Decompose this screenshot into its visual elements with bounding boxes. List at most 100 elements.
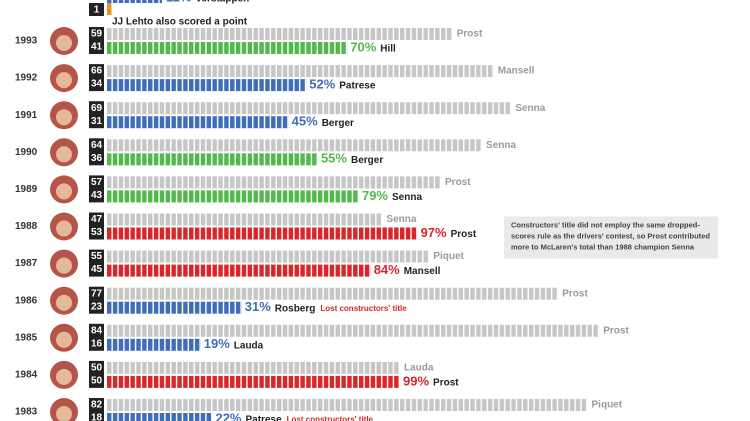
portrait-face bbox=[56, 72, 72, 89]
pct-label: 45% bbox=[292, 114, 318, 129]
driver-name: Senna bbox=[392, 192, 422, 203]
fragment-pct: 11% bbox=[166, 0, 192, 4]
top-bar bbox=[107, 139, 483, 152]
number-box bbox=[89, 323, 104, 351]
number-box bbox=[89, 101, 104, 129]
annotation: more to McLaren's total than 1988 champi… bbox=[511, 242, 695, 251]
top-value: 77 bbox=[91, 288, 103, 299]
top-value: 47 bbox=[91, 214, 103, 225]
note: Lost constructors' title bbox=[287, 415, 374, 421]
bottom-value: 31 bbox=[91, 116, 103, 127]
top-bar bbox=[107, 102, 512, 115]
driver-name: Rosberg bbox=[275, 303, 316, 314]
top-name: Lauda bbox=[404, 363, 434, 374]
portrait-face bbox=[56, 331, 72, 348]
top-bar bbox=[107, 287, 559, 300]
bottom-value: 43 bbox=[91, 190, 103, 201]
top-name: Prost bbox=[445, 177, 471, 188]
pct-label: 22% bbox=[215, 410, 241, 421]
annotation: Constructors' title did not employ the s… bbox=[511, 220, 700, 229]
number-box bbox=[89, 249, 104, 277]
year: 1984 bbox=[15, 370, 38, 381]
driver-name: Prost bbox=[433, 378, 459, 389]
number-box bbox=[89, 286, 104, 314]
fragment-label: JJ Lehto also scored a point bbox=[112, 17, 248, 28]
number-box bbox=[89, 138, 104, 166]
bottom-value: 34 bbox=[91, 79, 103, 90]
bottom-bar bbox=[107, 190, 359, 203]
fragment-bar bbox=[107, 0, 162, 3]
top-name: Mansell bbox=[498, 66, 535, 77]
portrait-face bbox=[56, 220, 72, 237]
top-bar bbox=[107, 213, 383, 226]
portrait-face bbox=[56, 257, 72, 274]
number-box bbox=[89, 398, 104, 421]
bottom-value: 45 bbox=[91, 264, 103, 275]
year: 1987 bbox=[15, 258, 38, 269]
number-box bbox=[89, 175, 104, 203]
pct-label: 55% bbox=[321, 151, 347, 166]
portrait-face bbox=[56, 146, 72, 163]
top-value: 84 bbox=[91, 325, 103, 336]
bottom-value: 18 bbox=[91, 413, 103, 421]
number-box bbox=[89, 3, 104, 16]
top-bar bbox=[107, 28, 453, 40]
driver-name: Patrese bbox=[246, 415, 283, 421]
top-name: Piquet bbox=[592, 400, 623, 411]
bottom-bar bbox=[107, 227, 418, 240]
top-value: 55 bbox=[91, 251, 103, 262]
pct-label: 19% bbox=[204, 336, 230, 351]
fragment-bar bbox=[107, 3, 112, 15]
top-bar bbox=[107, 361, 400, 374]
driver-name: Prost bbox=[451, 229, 477, 240]
driver-name: Lauda bbox=[234, 340, 264, 351]
number-box bbox=[89, 360, 104, 388]
bottom-bar bbox=[107, 413, 213, 421]
bottom-value: 23 bbox=[91, 301, 103, 312]
top-bar bbox=[107, 65, 494, 78]
fragment-note: Lost constructors' title bbox=[253, 0, 340, 1]
pct-label: 79% bbox=[362, 188, 388, 203]
pct-label: 52% bbox=[309, 77, 335, 92]
fragment-value: 1 bbox=[94, 5, 100, 16]
driver-name: Berger bbox=[322, 118, 354, 129]
portrait-face bbox=[56, 406, 72, 421]
bottom-value: 36 bbox=[91, 153, 103, 164]
bottom-bar bbox=[107, 301, 242, 314]
portrait-face bbox=[56, 109, 72, 126]
portrait-face bbox=[56, 183, 72, 200]
bottom-bar bbox=[107, 42, 348, 54]
top-value: 82 bbox=[91, 400, 103, 411]
top-name: Prost bbox=[457, 29, 483, 40]
top-name: Prost bbox=[603, 325, 629, 336]
bottom-bar bbox=[107, 264, 371, 277]
top-bar bbox=[107, 399, 588, 411]
bottom-bar bbox=[107, 79, 307, 92]
pct-label: 99% bbox=[403, 373, 429, 388]
pct-label: 31% bbox=[245, 299, 271, 314]
top-value: 50 bbox=[91, 363, 103, 374]
top-value: 64 bbox=[91, 140, 103, 151]
bottom-value: 53 bbox=[91, 227, 103, 238]
fragment-name: Verstappen bbox=[195, 0, 249, 5]
bottom-value: 41 bbox=[91, 42, 103, 53]
year: 1983 bbox=[15, 407, 38, 418]
year: 1985 bbox=[15, 332, 38, 343]
top-value: 69 bbox=[91, 103, 103, 114]
top-name: Senna bbox=[386, 214, 416, 225]
portrait-face bbox=[56, 35, 72, 51]
year: 1990 bbox=[15, 147, 38, 158]
year: 1989 bbox=[15, 184, 38, 195]
annotation-box bbox=[504, 216, 718, 259]
pct-label: 97% bbox=[421, 225, 447, 240]
annotation: scores rule as the drivers' contest, so … bbox=[511, 231, 710, 240]
top-name: Senna bbox=[486, 140, 516, 151]
top-name: Senna bbox=[515, 103, 545, 114]
driver-name: Hill bbox=[380, 44, 396, 55]
bottom-bar bbox=[107, 153, 318, 166]
top-name: Prost bbox=[562, 288, 588, 299]
pct-label: 70% bbox=[350, 39, 376, 54]
top-name: Piquet bbox=[433, 251, 464, 262]
number-box bbox=[89, 212, 104, 240]
